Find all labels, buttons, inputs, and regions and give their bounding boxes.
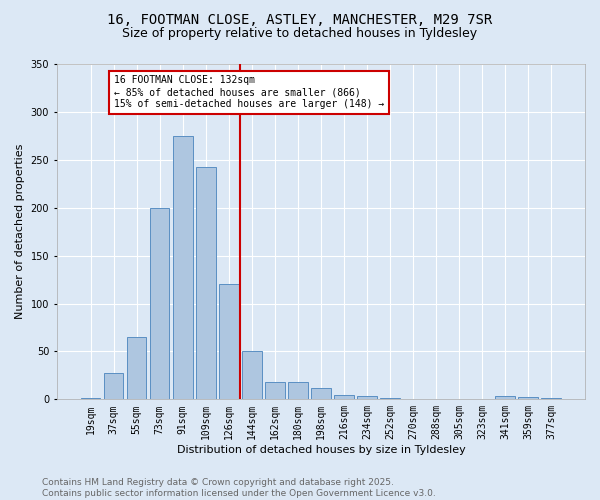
Bar <box>311 388 331 400</box>
Bar <box>496 396 515 400</box>
Bar <box>334 394 354 400</box>
Bar <box>380 398 400 400</box>
Bar <box>173 136 193 400</box>
Text: 16 FOOTMAN CLOSE: 132sqm
← 85% of detached houses are smaller (866)
15% of semi-: 16 FOOTMAN CLOSE: 132sqm ← 85% of detach… <box>113 76 384 108</box>
Text: 16, FOOTMAN CLOSE, ASTLEY, MANCHESTER, M29 7SR: 16, FOOTMAN CLOSE, ASTLEY, MANCHESTER, M… <box>107 12 493 26</box>
Bar <box>357 396 377 400</box>
Bar <box>196 166 215 400</box>
Bar <box>219 284 239 400</box>
Bar <box>242 352 262 400</box>
Bar <box>81 398 100 400</box>
Bar <box>288 382 308 400</box>
X-axis label: Distribution of detached houses by size in Tyldesley: Distribution of detached houses by size … <box>176 445 465 455</box>
Text: Contains HM Land Registry data © Crown copyright and database right 2025.
Contai: Contains HM Land Registry data © Crown c… <box>42 478 436 498</box>
Bar <box>104 372 124 400</box>
Bar <box>150 208 169 400</box>
Bar <box>265 382 284 400</box>
Y-axis label: Number of detached properties: Number of detached properties <box>15 144 25 320</box>
Bar <box>127 337 146 400</box>
Text: Size of property relative to detached houses in Tyldesley: Size of property relative to detached ho… <box>122 28 478 40</box>
Bar <box>541 398 561 400</box>
Bar <box>518 398 538 400</box>
